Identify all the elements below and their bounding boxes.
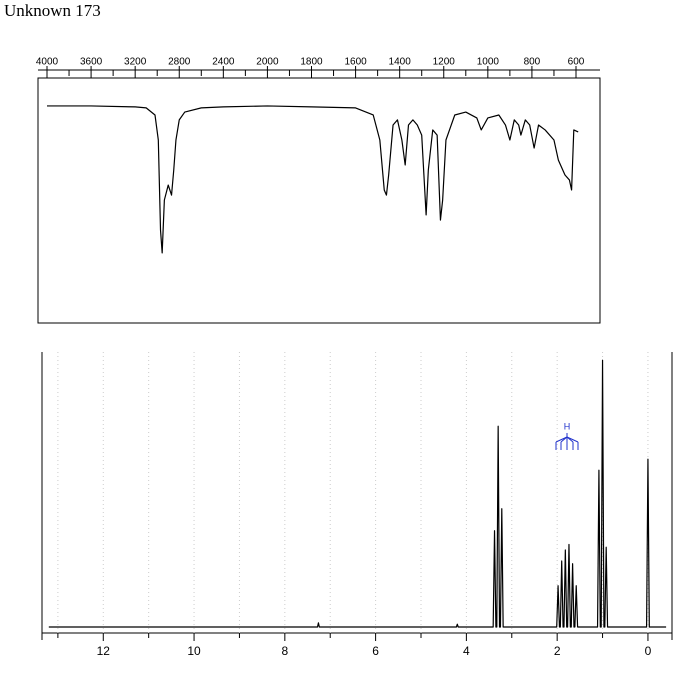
spectrum-line [47,105,579,254]
x-tick-label: 800 [524,57,541,68]
x-tick-label: 6 [372,644,379,658]
x-tick-label: 2 [554,644,561,658]
x-tick-label: 0 [645,644,652,658]
x-tick-label: 2000 [256,57,279,68]
ir-frame [37,77,601,324]
x-tick-label: 600 [568,57,585,68]
x-tick-label: 4000 [36,57,59,68]
page-title: Unknown 173 [4,1,101,20]
x-tick-label: 10 [187,644,201,658]
x-tick-label: 8 [281,644,288,658]
x-tick-label: 1400 [389,57,412,68]
x-tick-label: 12 [97,644,111,658]
x-tick-label: 1600 [344,57,367,68]
x-tick-label: 2800 [168,57,191,68]
annotation: H [564,421,571,431]
x-tick-label: 1800 [300,57,323,68]
x-tick-label: 4 [463,644,470,658]
x-tick-label: 3200 [124,57,147,68]
x-tick-label: 1000 [477,57,500,68]
spectrum-line [48,359,667,628]
x-tick-label: 2400 [212,57,235,68]
x-tick-label: 3600 [80,57,103,68]
x-tick-label: 1200 [433,57,456,68]
h-icon [555,433,579,450]
